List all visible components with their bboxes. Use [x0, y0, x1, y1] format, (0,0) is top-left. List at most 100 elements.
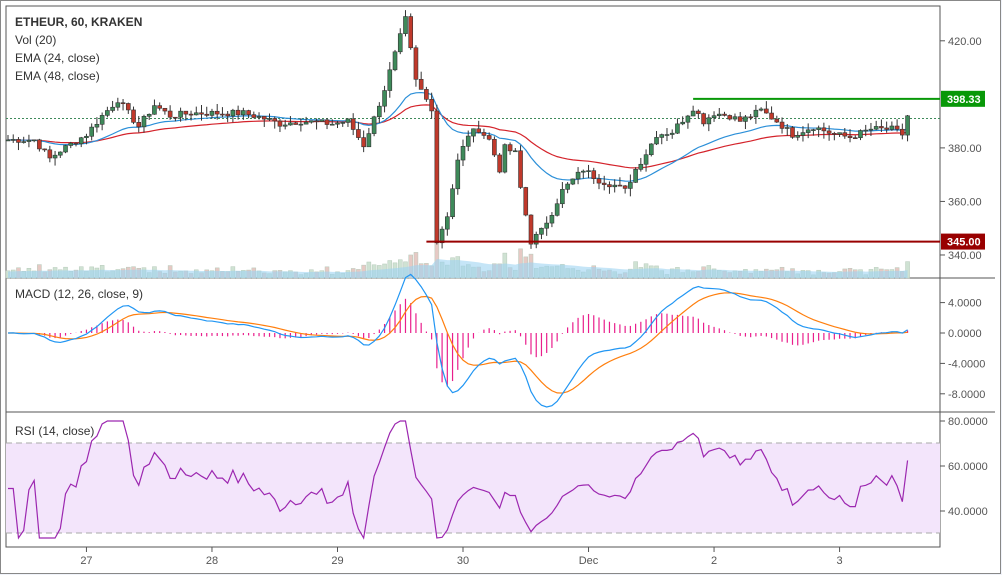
candle — [293, 122, 298, 125]
price-axis-label: 420.00 — [948, 36, 982, 48]
candle — [826, 130, 832, 134]
candle — [863, 129, 869, 132]
candle — [873, 126, 879, 130]
candle — [267, 118, 272, 120]
candle — [889, 125, 895, 130]
candle — [63, 145, 68, 153]
candle — [37, 139, 42, 150]
candle — [706, 117, 712, 125]
candle — [816, 127, 821, 130]
candle — [204, 113, 210, 116]
price-axis-label: 380.00 — [948, 143, 982, 155]
candle — [387, 69, 393, 91]
candle — [795, 135, 801, 138]
candle — [690, 110, 696, 117]
candle — [282, 124, 288, 127]
candle — [340, 122, 346, 124]
candle — [439, 228, 445, 244]
candle — [193, 112, 199, 116]
candle — [580, 170, 586, 173]
candle — [199, 112, 204, 115]
candle — [612, 184, 617, 188]
candle — [852, 137, 858, 140]
candle — [209, 110, 215, 116]
candle — [261, 116, 267, 120]
price-axis-label: 340.00 — [948, 250, 982, 262]
candle — [288, 122, 293, 126]
candle — [403, 16, 408, 34]
candle — [10, 139, 16, 141]
candle — [711, 115, 717, 119]
candle — [251, 114, 257, 118]
candle — [429, 99, 434, 112]
ema48-line — [7, 104, 908, 169]
candle — [57, 151, 63, 156]
candle — [460, 146, 466, 161]
time-axis-label: 27 — [80, 555, 92, 567]
candle — [78, 137, 84, 145]
candle — [136, 122, 142, 128]
candle — [371, 116, 377, 134]
price-label: 345.00 — [947, 237, 981, 249]
rsi-axis-label: 40.0000 — [948, 506, 988, 518]
volume-legend: Vol (20) — [15, 33, 56, 47]
candle — [21, 141, 26, 143]
candle — [47, 149, 53, 159]
candle — [696, 110, 701, 114]
candle — [413, 47, 419, 80]
candle — [188, 113, 194, 116]
candle — [361, 137, 366, 148]
candle — [586, 170, 591, 172]
candle — [513, 150, 518, 153]
candle — [591, 170, 597, 179]
candle — [764, 108, 769, 114]
macd-layer — [7, 273, 909, 408]
candle — [727, 115, 733, 120]
candle — [638, 163, 644, 170]
candle — [303, 121, 309, 125]
candle — [481, 132, 487, 136]
candle — [131, 109, 136, 123]
candle — [52, 154, 58, 159]
rsi-line — [8, 420, 909, 540]
candle — [183, 110, 189, 115]
candle — [120, 102, 126, 105]
candle — [486, 135, 492, 140]
ema48-legend: EMA (48, close) — [15, 69, 100, 83]
candle — [575, 171, 581, 180]
candle — [99, 115, 105, 125]
candle — [737, 116, 743, 122]
candle — [821, 127, 827, 132]
candle — [900, 128, 905, 136]
candle — [324, 119, 330, 125]
candle — [424, 89, 429, 100]
chart-title: ETHEUR, 60, KRAKEN — [15, 15, 142, 29]
candle — [73, 142, 79, 145]
candle — [125, 103, 131, 111]
candle — [42, 148, 47, 151]
candle — [298, 123, 304, 126]
candle — [445, 216, 450, 230]
macd-axis-label: 0.0000 — [948, 328, 982, 340]
candle — [246, 110, 251, 115]
candle — [779, 121, 785, 129]
candle — [392, 51, 398, 71]
candle — [643, 154, 649, 165]
candle — [622, 185, 628, 189]
candle — [450, 188, 455, 218]
rsi-layer — [8, 420, 909, 540]
candle — [277, 120, 283, 127]
candle — [837, 132, 842, 135]
candle — [790, 127, 795, 138]
candle — [832, 133, 837, 135]
candle — [628, 182, 633, 189]
candle — [722, 113, 727, 116]
candle — [894, 125, 900, 130]
candle — [800, 132, 806, 136]
macd-line — [7, 273, 908, 408]
candle — [141, 115, 147, 128]
candle — [858, 130, 863, 139]
candle — [230, 109, 236, 117]
candle — [753, 109, 759, 118]
